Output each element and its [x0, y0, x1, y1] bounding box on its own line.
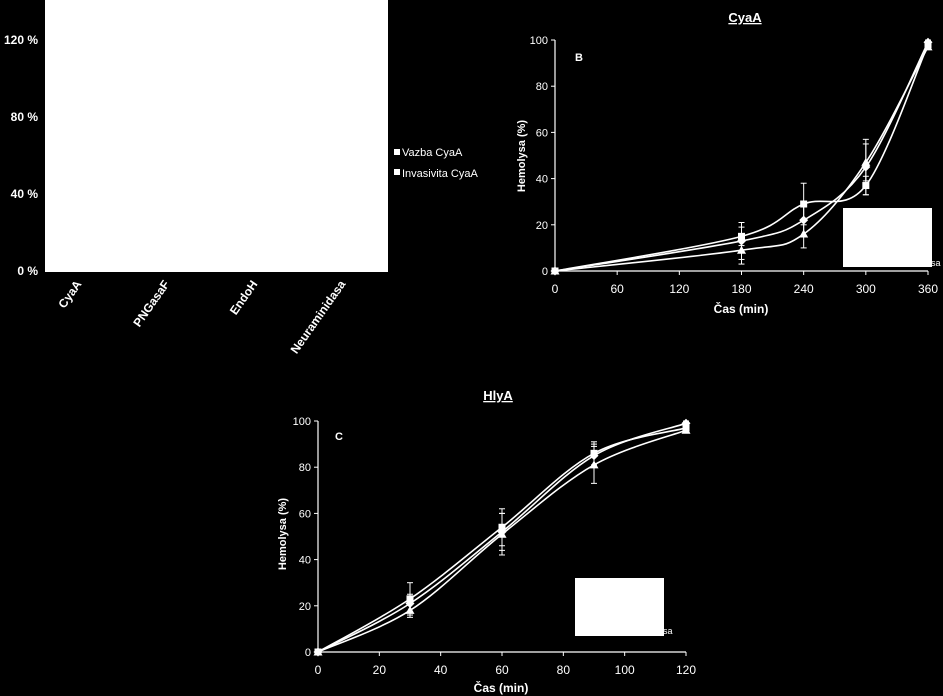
chart-c-x-ticks: 0 20 40 60 80 100 120	[315, 652, 696, 677]
chart-a-ytick-3: 120 %	[4, 33, 38, 47]
chart-b-series-2-point-0	[550, 266, 560, 276]
chart-b-ylabel: Hemolysa (%)	[516, 120, 528, 192]
chart-b-series-2-point-3	[861, 162, 871, 172]
chart-b-legend-fragment: sa	[931, 258, 941, 268]
chart-c-series-2-point-3	[589, 451, 599, 461]
chart-c-ylabel: Hemolysa (%)	[277, 498, 289, 570]
chart-a-category-3: Neuraminidasa	[288, 277, 349, 356]
chart-c-panel-label: C	[335, 431, 343, 443]
chart-b-y-ticks: 0 20 40 60 80 100	[530, 35, 555, 278]
chart-b-ytick-label-3: 60	[536, 127, 548, 139]
chart-b-ytick-label-0: 0	[542, 266, 548, 278]
chart-b-ytick-label-4: 80	[536, 81, 548, 93]
chart-b-panel-label: B	[575, 52, 583, 64]
chart-b-ytick-label-5: 100	[530, 35, 548, 47]
chart-c-series-2-point-1	[405, 598, 415, 608]
chart-c-xtick-label-4: 80	[557, 663, 571, 677]
chart-b-ytick-label-2: 40	[536, 174, 548, 186]
chart-a-category-2: EndoH	[227, 278, 261, 318]
chart-c-xtick-label-6: 120	[676, 663, 696, 677]
chart-c-ytick-label-0: 0	[305, 647, 311, 659]
chart-b-xtick-label-4: 240	[794, 282, 814, 296]
chart-c-series-2-point-4	[681, 418, 691, 428]
chart-c-ytick-label-5: 100	[293, 416, 311, 428]
chart-a-legend: Vazba CyaA Invasivita CyaA	[394, 147, 478, 180]
legend-label-invasivita: Invasivita CyaA	[402, 168, 478, 180]
chart-b-series-2-point-2	[799, 215, 809, 225]
chart-c-series	[313, 418, 691, 657]
chart-b-xtick-label-0: 0	[552, 282, 559, 296]
chart-c-xtick-label-2: 40	[434, 663, 448, 677]
chart-b-x-ticks: 0 60 120 180 240 300 360	[552, 271, 938, 296]
chart-c-ytick-label-1: 20	[299, 601, 311, 613]
chart-c-xtick-label-0: 0	[315, 663, 322, 677]
chart-b-title: CyaA	[728, 10, 762, 25]
chart-b-xtick-label-1: 60	[610, 282, 624, 296]
legend-swatch-invasivita	[394, 169, 400, 175]
chart-c-series-2-point-0	[313, 647, 323, 657]
chart-a-ytick-0: 0 %	[17, 264, 38, 278]
chart-b-xtick-label-5: 300	[856, 282, 876, 296]
chart-c-ytick-label-4: 80	[299, 462, 311, 474]
chart-b-legend-box	[843, 208, 932, 267]
chart-a-ytick-2: 80 %	[11, 110, 39, 124]
chart-c-series-2-point-2	[497, 527, 507, 537]
legend-label-vazba: Vazba CyaA	[402, 147, 463, 159]
chart-a-ytick-1: 40 %	[11, 187, 39, 201]
chart-c: HlyA C 0 20 40 60 80 100 0 20 40 60 80 100 120 sa Č…	[277, 388, 696, 695]
chart-a-category-0: CyaA	[55, 277, 84, 310]
chart-c-xlabel: Čas (min)	[474, 680, 529, 695]
chart-b-series	[550, 37, 933, 276]
chart-b-xtick-label-6: 360	[918, 282, 938, 296]
chart-c-ytick-label-2: 40	[299, 555, 311, 567]
chart-b: CyaA B 0 20 40 60 80 100 0 60 120 180 240 300 360 s…	[516, 10, 941, 316]
chart-c-xtick-label-3: 60	[495, 663, 509, 677]
chart-c-xtick-label-1: 20	[373, 663, 387, 677]
chart-c-xtick-label-5: 100	[615, 663, 635, 677]
legend-swatch-vazba	[394, 149, 400, 155]
chart-b-ytick-label-1: 20	[536, 220, 548, 232]
chart-c-series-1-point-4	[681, 425, 691, 434]
chart-a: 0 % 40 % 80 % 120 % CyaA PNGasaF EndoH N…	[4, 0, 478, 356]
chart-c-legend-fragment: sa	[663, 626, 673, 636]
chart-a-category-1: PNGasaF	[130, 278, 172, 330]
chart-b-xtick-label-3: 180	[731, 282, 751, 296]
chart-b-xlabel: Čas (min)	[714, 301, 769, 316]
chart-a-plot-area	[45, 0, 388, 272]
chart-b-series-2-point-4	[923, 37, 933, 47]
chart-c-title: HlyA	[483, 388, 513, 403]
chart-c-legend-box	[575, 578, 664, 636]
chart-c-ytick-label-3: 60	[299, 508, 311, 520]
chart-b-series-2-point-1	[737, 236, 746, 246]
chart-c-y-ticks: 0 20 40 60 80 100	[293, 416, 318, 659]
chart-b-xtick-label-2: 120	[669, 282, 689, 296]
